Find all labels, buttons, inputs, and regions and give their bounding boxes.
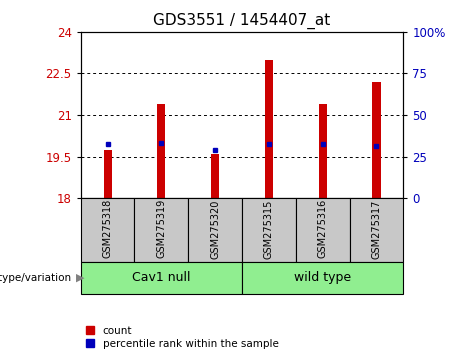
Text: GSM275315: GSM275315 bbox=[264, 199, 274, 258]
Text: GSM275316: GSM275316 bbox=[318, 199, 328, 258]
Bar bbox=[242, 262, 403, 294]
Bar bbox=[372, 82, 380, 198]
Text: GSM275318: GSM275318 bbox=[102, 199, 112, 258]
Bar bbox=[135, 198, 188, 262]
Bar bbox=[349, 198, 403, 262]
Text: ▶: ▶ bbox=[76, 273, 84, 283]
Text: genotype/variation: genotype/variation bbox=[0, 273, 71, 283]
Bar bbox=[242, 198, 296, 262]
Title: GDS3551 / 1454407_at: GDS3551 / 1454407_at bbox=[154, 13, 331, 29]
Bar bbox=[319, 104, 327, 198]
Legend: count, percentile rank within the sample: count, percentile rank within the sample bbox=[86, 326, 278, 349]
Text: GSM275319: GSM275319 bbox=[156, 199, 166, 258]
Bar bbox=[296, 198, 349, 262]
Bar bbox=[211, 154, 219, 198]
Bar bbox=[81, 198, 135, 262]
Text: Cav1 null: Cav1 null bbox=[132, 272, 190, 284]
Text: GSM275317: GSM275317 bbox=[372, 199, 382, 258]
Bar bbox=[157, 104, 165, 198]
Text: GSM275320: GSM275320 bbox=[210, 199, 220, 258]
Bar bbox=[104, 150, 112, 198]
Bar bbox=[188, 198, 242, 262]
Text: wild type: wild type bbox=[294, 272, 351, 284]
Bar bbox=[81, 262, 242, 294]
Bar bbox=[265, 59, 273, 198]
